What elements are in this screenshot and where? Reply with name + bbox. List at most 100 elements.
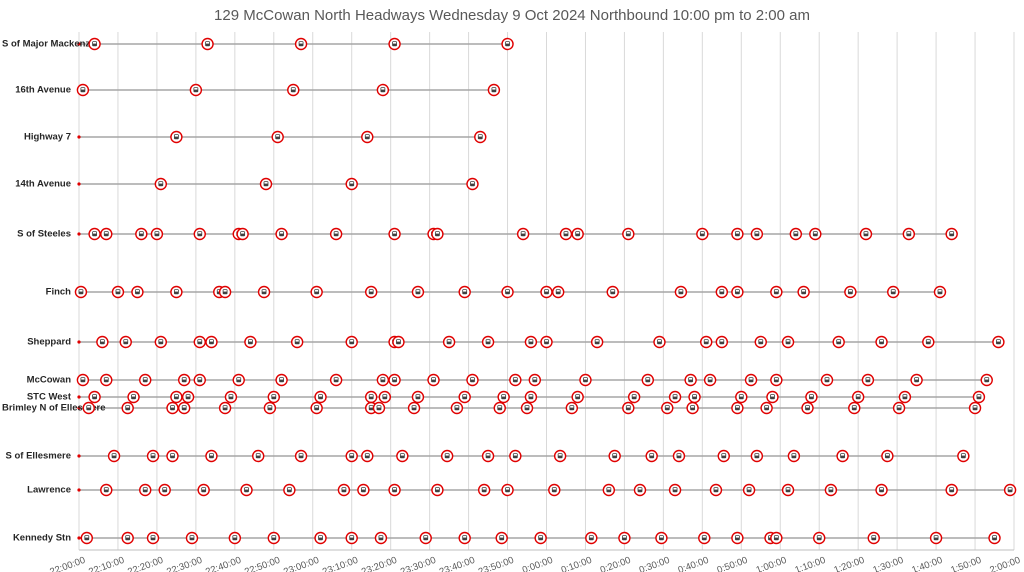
bus-icon: [80, 87, 86, 93]
bus-marker: [653, 335, 666, 349]
bus-marker: [458, 285, 471, 299]
bus-marker: [232, 373, 245, 387]
bus-window: [159, 340, 163, 342]
x-tick-label: 22:30:00: [165, 555, 204, 572]
bus-icon: [645, 377, 651, 383]
bus-window: [770, 395, 775, 397]
bus-marker: [267, 531, 280, 545]
bus-window: [209, 340, 214, 342]
bus-icon: [664, 405, 670, 411]
bus-icon: [746, 487, 752, 493]
bus-icon: [701, 535, 707, 541]
bus-marker: [715, 285, 729, 299]
bus-window: [100, 340, 104, 342]
bus-marker: [579, 373, 592, 387]
bus-marker: [329, 373, 343, 387]
row-origin: [77, 454, 81, 458]
bus-marker: [735, 390, 748, 404]
bus-marker: [571, 227, 584, 241]
bus-marker: [501, 483, 514, 497]
bus-window: [287, 488, 291, 490]
bus-icon: [341, 487, 347, 493]
bus-icon: [851, 405, 857, 411]
bus-window: [926, 340, 930, 342]
bus-icon: [499, 535, 505, 541]
bus-window: [334, 378, 338, 380]
bus-icon: [805, 405, 810, 411]
bus-marker: [813, 531, 826, 545]
bus-marker: [337, 483, 351, 497]
bus-marker: [875, 335, 888, 349]
bus-window: [525, 406, 529, 408]
bus-marker: [509, 449, 522, 463]
bus-marker: [571, 390, 584, 404]
bus-icon: [497, 405, 503, 411]
bus-marker: [731, 285, 744, 299]
bus-marker: [374, 531, 388, 545]
bus-icon: [80, 377, 86, 383]
bus-window: [673, 395, 677, 397]
bus-window: [291, 88, 295, 90]
bus-marker: [501, 285, 514, 299]
bus-icon: [294, 339, 300, 345]
bus-window: [135, 290, 140, 292]
bus-icon: [606, 487, 612, 493]
bus-window: [79, 290, 83, 292]
x-tick-label: 1:20:00: [832, 555, 866, 572]
bus-icon: [505, 487, 510, 493]
bus-marker: [972, 390, 986, 404]
bus-marker: [376, 373, 390, 387]
stop-label: Sheppard: [27, 337, 71, 348]
bus-icon: [162, 487, 168, 493]
bus-marker: [770, 373, 783, 387]
bus-marker: [166, 401, 179, 415]
bus-marker: [388, 227, 401, 241]
row-origin: [77, 406, 81, 410]
bus-icon: [173, 394, 179, 400]
bus-icon: [78, 289, 84, 295]
bus-window: [985, 378, 989, 380]
bus-window: [131, 395, 136, 397]
bus-icon: [103, 487, 109, 493]
bus-window: [318, 536, 323, 538]
row-origin: [77, 395, 81, 399]
bus-window: [529, 395, 533, 397]
bus-marker: [181, 390, 195, 404]
bus-marker: [731, 531, 744, 545]
bus-marker: [565, 401, 579, 415]
bus-window: [241, 232, 245, 234]
bus-icon: [657, 339, 662, 345]
bus-marker: [809, 227, 822, 241]
bus-marker: [509, 373, 522, 387]
bus-marker: [197, 483, 210, 497]
bus-window: [92, 395, 97, 397]
bus-window: [973, 406, 977, 408]
bus-window: [163, 488, 167, 490]
bus-window: [848, 290, 852, 292]
bus-icon: [481, 487, 487, 493]
bus-marker: [922, 335, 935, 349]
bus-icon: [575, 394, 581, 400]
bus-marker: [957, 449, 970, 463]
bus-icon: [462, 289, 468, 295]
bus-icon: [248, 339, 253, 345]
bus-marker: [294, 449, 308, 463]
bus-icon: [485, 453, 491, 459]
bus-window: [486, 340, 490, 342]
stop-label: Kennedy Stn: [13, 533, 71, 544]
bus-marker: [458, 531, 471, 545]
bus-icon: [279, 377, 284, 383]
bus-icon: [376, 405, 382, 411]
bus-icon: [996, 339, 1001, 345]
bus-window: [613, 454, 617, 456]
bus-marker: [193, 227, 206, 241]
bus-marker: [228, 531, 242, 545]
bus-marker: [553, 449, 567, 463]
bus-marker: [431, 483, 444, 497]
bus-marker: [150, 227, 164, 241]
bus-window: [529, 340, 533, 342]
bus-window: [202, 488, 206, 490]
bus-icon: [103, 377, 109, 383]
bus-window: [447, 340, 451, 342]
bus-window: [885, 454, 889, 456]
